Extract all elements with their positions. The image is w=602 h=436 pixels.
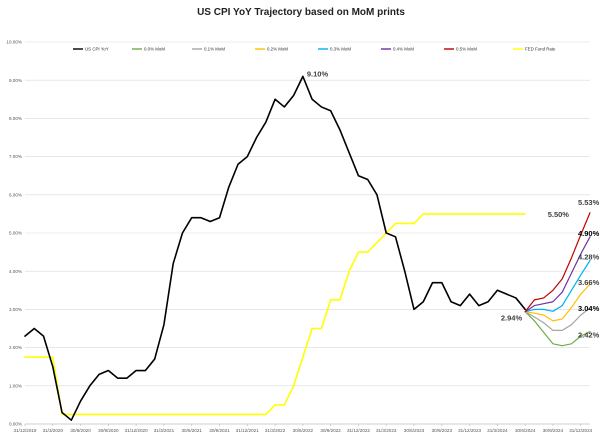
y-tick-label: 1.00%: [9, 383, 22, 388]
data-label: 4.28%: [578, 253, 600, 262]
data-label: 5.53%: [578, 198, 600, 207]
y-tick-label: 9.00%: [9, 78, 22, 83]
x-tick-label: 31/3/2020: [43, 428, 64, 433]
legend-label: 0.4% MoM: [393, 47, 414, 52]
y-tick-label: 3.00%: [9, 307, 22, 312]
x-tick-label: 31/12/2024: [569, 428, 592, 433]
y-tick-label: 6.00%: [9, 192, 22, 197]
x-axis-ticks: 31/12/2019 31/3/2020 30/6/2020 30/9/2020 31/…: [14, 424, 593, 433]
x-tick-label: 30/9/2023: [432, 428, 453, 433]
x-tick-label: 31/3/2021: [154, 428, 175, 433]
y-tick-label: 0.00%: [9, 422, 22, 427]
legend-label: 0.3% MoM: [330, 47, 351, 52]
series-lines: [24, 75, 591, 421]
x-tick-label: 30/6/2021: [182, 428, 203, 433]
series-line-4: [524, 259, 591, 313]
y-tick-label: 5.00%: [9, 231, 22, 236]
legend-label: 0.0% MoM: [144, 47, 165, 52]
x-tick-label: 31/12/2019: [14, 428, 37, 433]
y-axis-ticks: 0.00% 1.00% 2.00% 3.00% 4.00% 5.00% 6.00% 7.00%…: [6, 40, 22, 427]
x-tick-label: 31/3/2024: [487, 428, 508, 433]
y-tick-label: 8.00%: [9, 116, 22, 121]
series-line-2: [524, 307, 591, 332]
x-tick-label: 30/9/2024: [543, 428, 564, 433]
legend-label: 0.2% MoM: [267, 47, 288, 52]
chart-title: US CPI YoY Trajectory based on MoM print…: [197, 7, 405, 18]
data-label: 9.10%: [307, 69, 329, 78]
series-line-7: [24, 213, 526, 416]
series-line-0: [24, 75, 526, 421]
series-line-3: [524, 283, 591, 322]
series-line-6: [524, 212, 591, 313]
data-label: 2.42%: [578, 331, 600, 340]
x-tick-label: 31/12/2021: [236, 428, 259, 433]
data-label: 4.90%: [578, 229, 600, 238]
data-label: 2.94%: [501, 314, 523, 323]
x-tick-label: 30/9/2021: [209, 428, 230, 433]
x-tick-label: 31/3/2023: [376, 428, 397, 433]
y-tick-label: 4.00%: [9, 269, 22, 274]
x-tick-label: 31/3/2022: [265, 428, 286, 433]
legend: US CPI YoY 0.0% MoM 0.1% MoM 0.2% MoM 0.3% M…: [73, 47, 556, 52]
y-tick-label: 2.00%: [9, 345, 22, 350]
legend-label: US CPI YoY: [85, 47, 109, 52]
x-tick-label: 30/6/2024: [515, 428, 536, 433]
x-tick-label: 30/6/2022: [293, 428, 314, 433]
x-tick-label: 30/6/2020: [70, 428, 91, 433]
y-tick-label: 10.00%: [6, 40, 22, 45]
legend-label: FED Fund Rate: [525, 47, 556, 52]
x-tick-label: 30/9/2020: [98, 428, 119, 433]
data-label: 3.04%: [578, 304, 600, 313]
data-label: 5.50%: [548, 210, 570, 219]
series-line-1: [524, 311, 591, 347]
data-label: 3.66%: [578, 278, 600, 287]
data-labels: 9.10% 5.50% 2.94% 5.53% 4.90% 4.28% 3.66% 3.04%…: [307, 69, 600, 339]
gridlines: [25, 41, 590, 425]
legend-label: 0.1% MoM: [204, 47, 225, 52]
legend-label: 0.5% MoM: [456, 47, 477, 52]
x-tick-label: 30/9/2022: [320, 428, 341, 433]
x-tick-label: 31/12/2023: [458, 428, 481, 433]
x-tick-label: 31/12/2020: [125, 428, 148, 433]
series-line-5: [524, 236, 591, 313]
x-tick-label: 31/12/2022: [347, 428, 370, 433]
y-tick-label: 7.00%: [9, 154, 22, 159]
x-tick-label: 30/6/2023: [404, 428, 425, 433]
